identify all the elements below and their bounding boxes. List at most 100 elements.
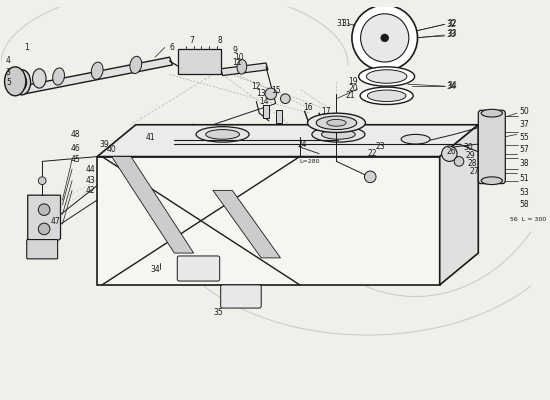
Text: 57: 57: [520, 145, 530, 154]
Text: 6: 6: [169, 43, 174, 52]
Text: 40: 40: [107, 145, 117, 154]
Text: 35: 35: [213, 308, 223, 317]
Text: 14: 14: [259, 97, 269, 106]
Text: 1: 1: [24, 43, 29, 52]
Ellipse shape: [307, 113, 365, 132]
Text: 58: 58: [520, 200, 530, 209]
Ellipse shape: [367, 90, 406, 102]
FancyBboxPatch shape: [27, 240, 58, 259]
Ellipse shape: [322, 130, 355, 139]
Text: 30: 30: [464, 143, 474, 152]
Ellipse shape: [316, 116, 357, 130]
Text: 33: 33: [448, 28, 457, 38]
Ellipse shape: [13, 70, 31, 95]
Text: 31: 31: [342, 19, 351, 28]
Ellipse shape: [481, 109, 502, 117]
Circle shape: [454, 156, 464, 166]
Circle shape: [39, 223, 50, 235]
Polygon shape: [28, 195, 60, 244]
Text: 29: 29: [466, 151, 475, 160]
Circle shape: [39, 204, 50, 216]
Text: 10: 10: [234, 53, 244, 62]
FancyBboxPatch shape: [478, 110, 505, 184]
Polygon shape: [112, 156, 194, 253]
Text: 51: 51: [520, 174, 530, 183]
Text: 22: 22: [367, 149, 377, 158]
Text: 34: 34: [447, 82, 456, 91]
Circle shape: [39, 177, 46, 184]
Text: 19: 19: [348, 77, 358, 86]
Polygon shape: [97, 156, 439, 285]
Ellipse shape: [32, 69, 46, 88]
Text: 55: 55: [520, 133, 530, 142]
Ellipse shape: [359, 67, 415, 86]
Text: 7: 7: [189, 36, 194, 45]
Circle shape: [265, 88, 277, 100]
Text: 34: 34: [448, 81, 457, 90]
Text: 24: 24: [298, 140, 307, 148]
Text: 26: 26: [447, 147, 456, 156]
Ellipse shape: [53, 68, 64, 85]
Text: 20: 20: [348, 84, 358, 92]
Ellipse shape: [360, 87, 413, 104]
Ellipse shape: [91, 62, 103, 79]
Polygon shape: [213, 190, 280, 258]
Ellipse shape: [366, 70, 407, 83]
Text: 27: 27: [470, 166, 479, 176]
Text: 56  L = 300: 56 L = 300: [510, 217, 546, 222]
Text: 9: 9: [232, 46, 237, 55]
Text: 11: 11: [232, 58, 242, 68]
Text: 39: 39: [99, 140, 109, 148]
Polygon shape: [439, 125, 478, 285]
Text: 43: 43: [86, 176, 95, 185]
Text: 33: 33: [447, 30, 456, 38]
Ellipse shape: [206, 130, 239, 139]
Text: 8: 8: [218, 36, 223, 45]
Text: 44: 44: [86, 165, 95, 174]
FancyBboxPatch shape: [178, 48, 221, 74]
Ellipse shape: [401, 134, 430, 144]
Text: 41: 41: [145, 133, 155, 142]
FancyBboxPatch shape: [177, 256, 219, 281]
Text: 37: 37: [520, 120, 530, 129]
Polygon shape: [276, 110, 283, 123]
Text: 13: 13: [256, 89, 266, 98]
Text: 46: 46: [70, 144, 80, 153]
Circle shape: [442, 146, 457, 162]
Text: 16: 16: [304, 103, 313, 112]
Text: 15: 15: [271, 86, 281, 96]
Text: 3: 3: [5, 68, 10, 77]
Text: 5: 5: [6, 78, 11, 87]
Text: 31: 31: [337, 19, 346, 28]
Text: 32: 32: [448, 19, 457, 28]
Text: 48: 48: [70, 130, 80, 139]
Ellipse shape: [130, 56, 142, 74]
Text: 23: 23: [375, 142, 384, 152]
Text: 4: 4: [6, 56, 11, 64]
Text: 45: 45: [70, 155, 80, 164]
Text: L=280: L=280: [300, 159, 320, 164]
Circle shape: [280, 94, 290, 104]
Polygon shape: [263, 106, 269, 118]
Ellipse shape: [237, 60, 247, 74]
Ellipse shape: [17, 74, 27, 90]
Ellipse shape: [361, 14, 409, 62]
Text: 53: 53: [520, 188, 530, 197]
Polygon shape: [97, 125, 478, 156]
Ellipse shape: [352, 5, 417, 71]
Text: 34: 34: [150, 265, 160, 274]
Text: 47: 47: [51, 217, 60, 226]
Text: 12: 12: [251, 82, 261, 91]
Text: 38: 38: [520, 159, 530, 168]
FancyBboxPatch shape: [221, 285, 261, 308]
Ellipse shape: [4, 67, 26, 96]
Text: 21: 21: [345, 91, 355, 100]
Text: 17: 17: [321, 107, 331, 116]
Text: eurospares: eurospares: [134, 213, 398, 255]
Circle shape: [365, 171, 376, 183]
Polygon shape: [221, 63, 268, 76]
Ellipse shape: [481, 177, 502, 184]
Text: 32: 32: [447, 20, 456, 29]
Ellipse shape: [312, 127, 365, 142]
Ellipse shape: [196, 127, 249, 142]
